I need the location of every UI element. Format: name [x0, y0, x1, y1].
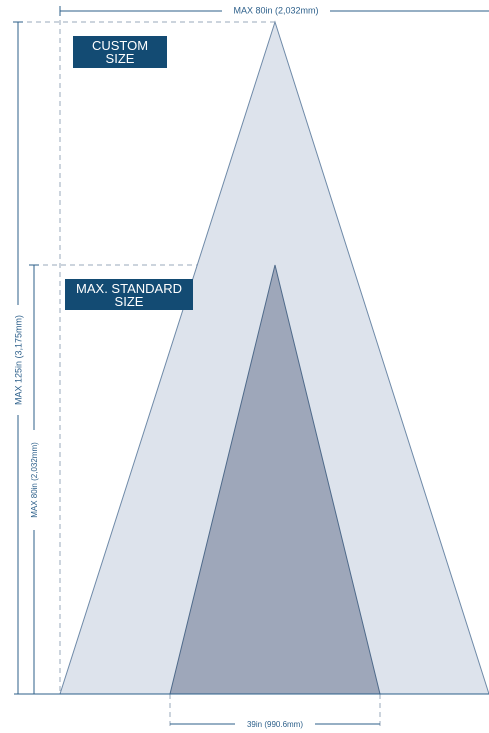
standard-size-label: MAX. STANDARD SIZE: [65, 279, 193, 310]
dimension-label: MAX 80in (2,032mm): [233, 5, 318, 15]
dimension-lines: [13, 6, 489, 725]
custom-size-label: CUSTOM SIZE: [73, 36, 167, 68]
dimension-label: 39in (990.6mm): [247, 720, 303, 729]
dimension-label: MAX 80in (2,032mm): [30, 442, 39, 518]
dimension-label: MAX 125in (3,175mm): [13, 315, 23, 405]
